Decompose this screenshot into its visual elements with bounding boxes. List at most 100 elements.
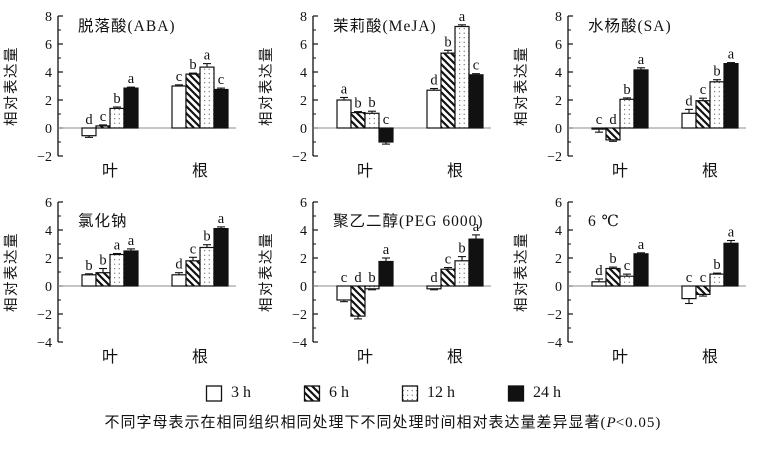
bar-6h-leaf (95, 272, 111, 287)
bar-12h-root (199, 246, 215, 287)
y-tick-label: 6 (300, 196, 307, 211)
bar-6h-root (185, 73, 201, 129)
bar-3h-root (426, 89, 442, 129)
bar-6h-leaf (605, 267, 621, 287)
legend-item-3h: 3 h (205, 384, 251, 403)
group-label-root: 根 (702, 162, 718, 180)
chart-title: 水杨酸(SA) (588, 17, 672, 35)
significance-letter: a (638, 237, 645, 253)
significance-letter: a (204, 48, 211, 64)
legend-swatch-dots-icon (401, 384, 419, 402)
legend-swatch-black-icon (507, 384, 525, 402)
significance-letter: a (728, 47, 735, 63)
significance-letter: c (596, 112, 602, 128)
group-label-leaf: 叶 (102, 162, 118, 180)
bar-3h-leaf (336, 99, 352, 129)
significance-letter: c (700, 270, 706, 286)
y-tick-label: 6 (45, 38, 52, 53)
legend-swatch-white-icon (205, 384, 223, 402)
y-tick-label: 2 (45, 252, 52, 267)
significance-letter: b (189, 57, 196, 73)
bar-3h-leaf (81, 274, 97, 287)
bar-6h-root (185, 260, 201, 287)
significance-letter: b (713, 257, 720, 273)
chart-title: 茉莉酸(MeJA) (333, 17, 437, 35)
significance-letter: d (354, 270, 362, 286)
legend-label: 6 h (329, 384, 349, 401)
bar-6h-leaf (350, 285, 366, 317)
significance-letter: d (430, 73, 438, 89)
y-tick-label: 0 (300, 280, 307, 295)
y-tick-label: −2 (292, 150, 307, 165)
group-label-root: 根 (447, 162, 463, 180)
bar-6h-root (440, 268, 456, 287)
y-tick-label: 4 (300, 224, 307, 239)
bar-24h-root (213, 88, 229, 129)
significance-letter: c (176, 69, 182, 85)
bar-6h-root (695, 285, 711, 295)
group-label-leaf: 叶 (357, 348, 373, 366)
y-tick-label: −2 (547, 150, 562, 165)
bar-24h-root (468, 238, 484, 287)
figure-caption: 不同字母表示在相同组织相同处理下不同处理时间相对表达量差异显著(P<0.05) (0, 411, 766, 432)
significance-letter: a (383, 242, 390, 258)
y-tick-label: 2 (300, 252, 307, 267)
bar-12h-leaf (109, 253, 125, 287)
y-axis-label: 相对表达量 (513, 46, 530, 126)
significance-letter: b (609, 251, 616, 267)
bar-24h-root (723, 242, 739, 287)
significance-letter: a (638, 52, 645, 68)
y-tick-label: −4 (547, 336, 562, 351)
chart-peg: −4 −2 0 2 4 6 相对表达量 聚乙二醇(PEG 6000) c d b a 叶 d c b a 根 (255, 190, 510, 376)
significance-letter: b (354, 96, 361, 112)
y-axis-label: 相对表达量 (258, 46, 275, 126)
y-tick-label: 0 (45, 122, 52, 137)
significance-letter: c (341, 270, 347, 286)
y-tick-label: 0 (300, 122, 307, 137)
bar-3h-leaf (81, 127, 97, 137)
y-tick-label: −4 (37, 336, 52, 351)
legend-label: 12 h (427, 384, 455, 401)
legend-item-6h: 6 h (303, 384, 349, 403)
y-tick-label: 8 (555, 10, 562, 25)
significance-letter: c (473, 58, 479, 74)
chart-title: 脱落酸(ABA) (78, 17, 176, 35)
significance-letter: a (341, 81, 348, 97)
group-label-leaf: 叶 (612, 162, 628, 180)
significance-letter: a (128, 71, 135, 87)
chart-title: 6 ℃ (588, 213, 620, 230)
y-axis-label: 相对表达量 (3, 46, 20, 126)
legend-label: 24 h (533, 384, 561, 401)
bar-24h-leaf (378, 127, 394, 143)
bar-24h-leaf (633, 253, 649, 287)
bar-24h-root (723, 62, 739, 129)
y-tick-label: −2 (547, 308, 562, 323)
chart-6c: −4 −2 0 2 4 6 相对表达量 6 ℃ d b c a 叶 c c b a 根 (510, 190, 765, 376)
significance-letter: c (383, 112, 389, 128)
bar-6h-root (695, 100, 711, 129)
significance-letter: a (473, 219, 480, 235)
y-tick-label: 6 (555, 38, 562, 53)
bar-6h-leaf (95, 125, 111, 129)
y-tick-label: 0 (555, 280, 562, 295)
chart-sa: −2 0 2 4 6 8 相对表达量 水杨酸(SA) c d b a 叶 d c b a 根 (510, 4, 765, 190)
bar-3h-root (681, 285, 697, 300)
y-tick-label: 8 (300, 10, 307, 25)
significance-letter: b (368, 270, 375, 286)
group-label-root: 根 (192, 162, 208, 180)
bar-3h-leaf (591, 127, 607, 130)
legend-label: 3 h (231, 384, 251, 401)
legend: 3 h 6 h 12 h 24 h (0, 378, 766, 408)
group-label-root: 根 (702, 348, 718, 366)
group-label-root: 根 (447, 348, 463, 366)
bar-3h-root (171, 85, 187, 129)
y-tick-label: 4 (555, 66, 562, 81)
significance-letter: b (444, 34, 451, 50)
significance-letter: b (99, 253, 106, 269)
y-tick-label: −2 (292, 308, 307, 323)
y-tick-label: 2 (555, 94, 562, 109)
